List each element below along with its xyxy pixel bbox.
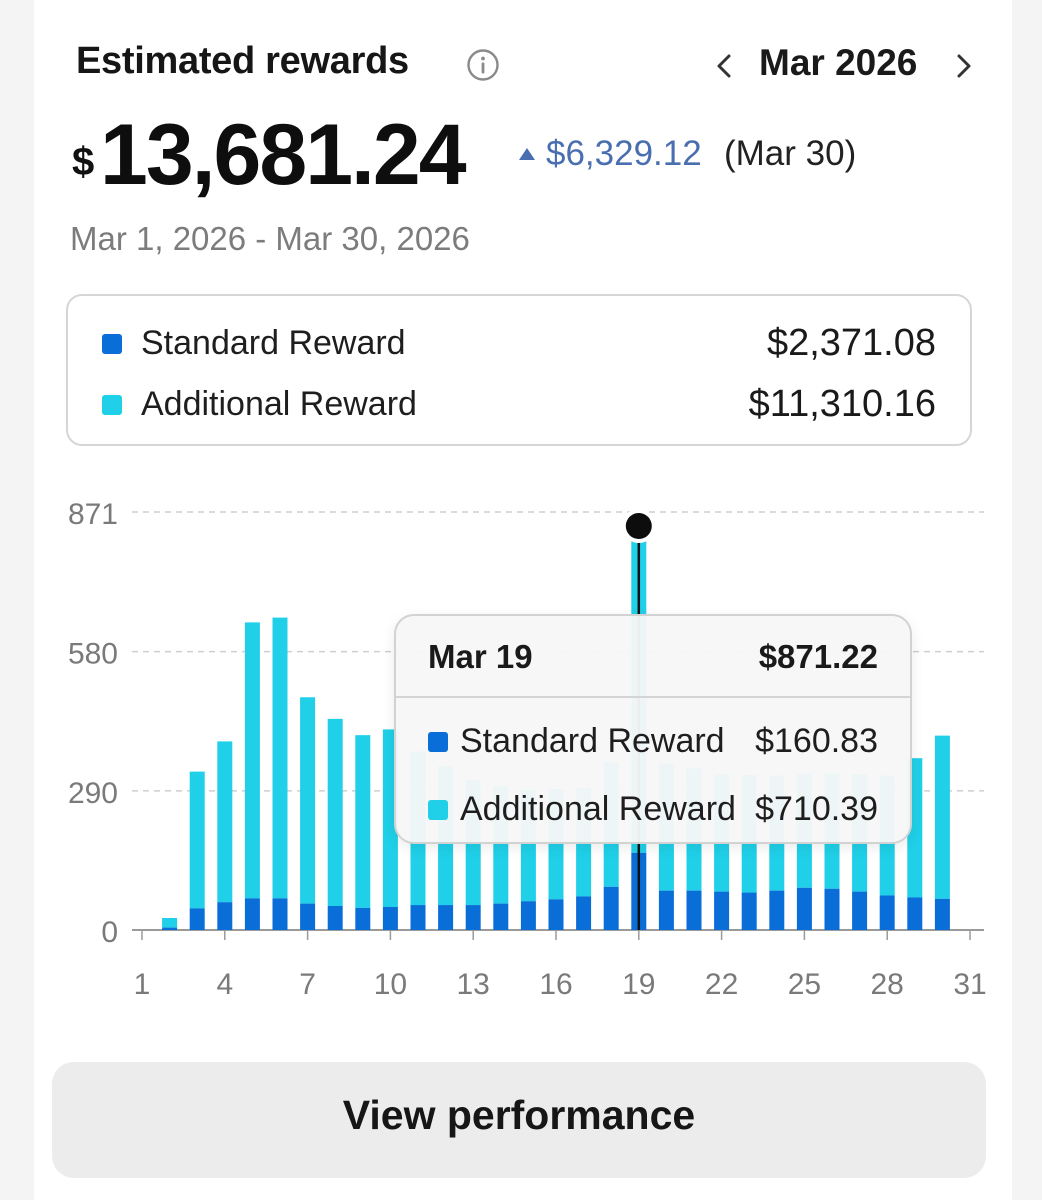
- x-tick-label: 19: [622, 968, 655, 1001]
- total-rewards-amount: 13,681.24: [100, 107, 467, 203]
- bar-additional-reward: [272, 617, 288, 899]
- tooltip-total: $871.22: [758, 638, 878, 675]
- bar-standard-reward: [879, 895, 895, 930]
- bar-additional-reward: [189, 771, 205, 909]
- standard-reward-swatch: [428, 732, 448, 752]
- tooltip-divider: [396, 696, 910, 698]
- x-tick-label: 25: [788, 968, 821, 1001]
- bar-additional-reward: [217, 741, 233, 903]
- info-icon[interactable]: [466, 48, 500, 82]
- bar-standard-reward: [300, 903, 316, 930]
- bar-standard-reward: [548, 899, 564, 930]
- legend-item-additional-reward: Additional Reward $11,310.16: [68, 379, 970, 429]
- legend-value: $11,310.16: [748, 383, 936, 425]
- selection-marker: [625, 513, 652, 539]
- bar-standard-reward: [355, 907, 371, 930]
- additional-reward-swatch: [102, 395, 122, 415]
- tooltip-value: $160.83: [755, 722, 878, 760]
- bar-standard-reward: [714, 891, 730, 930]
- previous-month-chevron-left-icon[interactable]: [708, 46, 742, 86]
- y-tick-label: 0: [101, 916, 118, 949]
- bar-additional-reward: [327, 718, 343, 907]
- tooltip-date: Mar 19: [428, 638, 533, 675]
- bar-standard-reward: [658, 890, 674, 930]
- increase-triangle-icon: [519, 148, 535, 160]
- legend-value: $2,371.08: [766, 322, 936, 364]
- bar-standard-reward: [438, 905, 454, 930]
- x-tick-label: 16: [539, 968, 572, 1001]
- bar-additional-reward: [355, 735, 371, 908]
- bar-standard-reward: [907, 897, 923, 930]
- bar-standard-reward: [603, 886, 619, 930]
- bar-standard-reward: [493, 903, 509, 930]
- additional-reward-swatch: [428, 800, 448, 820]
- bar-additional-reward: [300, 697, 316, 904]
- tooltip-value: $710.39: [755, 790, 878, 828]
- currency-symbol: $: [72, 140, 95, 184]
- view-performance-button[interactable]: View performance: [52, 1062, 986, 1178]
- standard-reward-swatch: [102, 334, 122, 354]
- x-tick-label: 1: [134, 968, 151, 1001]
- x-tick-label: 7: [299, 968, 316, 1001]
- x-tick-label: 13: [457, 968, 490, 1001]
- legend-label: Additional Reward: [141, 385, 417, 423]
- y-tick-label: 580: [68, 638, 118, 671]
- bar-standard-reward: [796, 887, 812, 930]
- x-tick-label: 22: [705, 968, 738, 1001]
- bar-standard-reward: [520, 901, 536, 930]
- bar-standard-reward: [189, 908, 205, 930]
- y-tick-label: 290: [68, 777, 118, 810]
- bar-standard-reward: [741, 892, 757, 930]
- bar-standard-reward: [410, 905, 426, 930]
- bar-standard-reward: [272, 898, 288, 930]
- tooltip-row-additional-reward: Additional Reward $710.39: [396, 786, 910, 834]
- bar-standard-reward: [769, 890, 785, 930]
- legend-label: Standard Reward: [141, 324, 406, 362]
- bar-standard-reward: [162, 927, 178, 930]
- x-tick-label: 28: [871, 968, 904, 1001]
- chart-tooltip: Mar 19 $871.22 Standard Reward $160.83 A…: [394, 614, 912, 844]
- selected-month: Mar 2026: [759, 42, 918, 83]
- view-performance-label: View performance: [342, 1092, 696, 1138]
- bar-standard-reward: [576, 896, 592, 930]
- bar-standard-reward: [686, 890, 702, 930]
- legend-item-standard-reward: Standard Reward $2,371.08: [68, 318, 970, 368]
- date-range: Mar 1, 2026 - Mar 30, 2026: [70, 220, 470, 257]
- bar-standard-reward: [465, 905, 481, 930]
- bar-standard-reward: [327, 906, 343, 930]
- reward-breakdown-legend: Standard Reward $2,371.08 Additional Rew…: [66, 294, 972, 446]
- bar-additional-reward: [162, 918, 178, 928]
- rewards-card: Estimated rewards Mar 2026 $ 13,681.24 $…: [34, 0, 1012, 1200]
- bar-additional-reward: [934, 735, 950, 899]
- x-tick-label: 10: [374, 968, 407, 1001]
- bar-standard-reward: [852, 891, 868, 930]
- bar-standard-reward: [244, 898, 260, 930]
- bar-standard-reward: [824, 888, 840, 930]
- tooltip-label: Additional Reward: [460, 790, 736, 828]
- delta-date: (Mar 30): [724, 134, 857, 173]
- x-tick-label: 4: [216, 968, 233, 1001]
- tooltip-row-standard-reward: Standard Reward $160.83: [396, 718, 910, 766]
- next-month-chevron-right-icon[interactable]: [946, 46, 980, 86]
- bar-standard-reward: [217, 902, 233, 930]
- bar-standard-reward: [382, 906, 398, 930]
- estimated-rewards-title: Estimated rewards: [76, 40, 409, 82]
- delta-amount: $6,329.12: [546, 134, 702, 173]
- tooltip-label: Standard Reward: [460, 722, 725, 760]
- bar-standard-reward: [934, 898, 950, 930]
- y-tick-label: 871: [68, 498, 118, 531]
- x-tick-label: 31: [953, 968, 986, 1001]
- bar-additional-reward: [244, 622, 260, 899]
